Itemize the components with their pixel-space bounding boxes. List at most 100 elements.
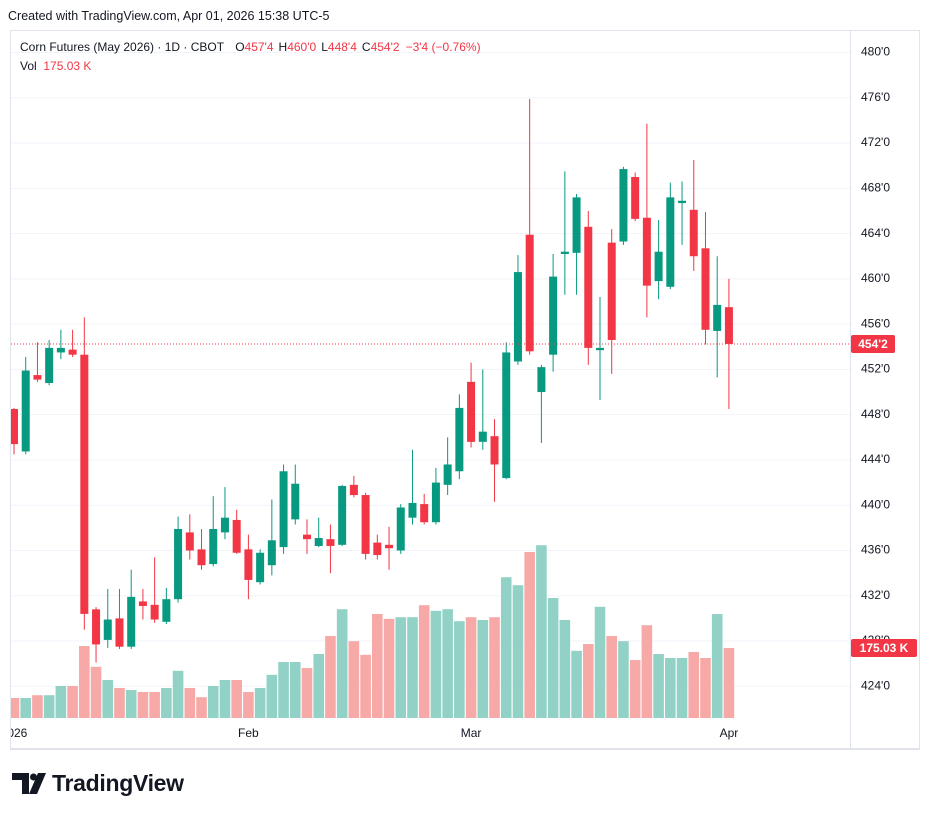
candle-body [713, 304, 722, 331]
candle-body [33, 375, 42, 380]
volume-bar [114, 688, 125, 718]
volume-bar [606, 636, 618, 718]
candle-body [267, 540, 276, 566]
legend-label: O [235, 40, 245, 54]
volume-bar [489, 617, 500, 718]
volume-bar [395, 617, 407, 718]
candle-body [502, 352, 511, 479]
candle-body [244, 549, 253, 580]
candle-body [408, 502, 417, 518]
chart-frame [10, 30, 920, 750]
candle-body [572, 197, 581, 253]
volume-bar [254, 688, 266, 718]
x-tick-label: Apr [720, 726, 739, 740]
last-price-box [851, 334, 895, 353]
candle-body [138, 601, 147, 606]
candle-body [279, 471, 288, 548]
candle-body [525, 234, 534, 352]
candle-body [373, 542, 382, 556]
volume-bar [172, 670, 184, 718]
volume-bar [360, 654, 371, 718]
volume-bar [524, 552, 535, 718]
brand-name: TradingView [52, 770, 184, 796]
candle-body [701, 248, 710, 330]
volume-bar [161, 688, 172, 718]
volume-bar [500, 577, 512, 718]
candle-body [549, 276, 558, 355]
candle-body [467, 381, 476, 442]
volume-bar [407, 617, 418, 718]
legend-label: C [361, 40, 371, 54]
volume-bar [348, 641, 360, 718]
candle-body [431, 482, 440, 523]
volume-bar [372, 614, 383, 718]
y-tick-label: 460'0 [861, 271, 890, 285]
volume-bar [32, 695, 43, 718]
volume-bar [641, 625, 653, 718]
candle-body [68, 349, 77, 355]
volume-bar [676, 658, 688, 718]
candle-body [256, 552, 265, 583]
volume-legend: Vol 175.03 K [20, 59, 91, 73]
candle-body [162, 599, 171, 622]
volume-bar [266, 674, 278, 718]
volume-bar [571, 650, 582, 718]
volume-bar [55, 686, 67, 718]
volume-value-box [851, 638, 917, 657]
candle-body [642, 217, 651, 286]
volume-bar [125, 690, 137, 718]
candle-body [443, 464, 452, 485]
candle-body [220, 517, 229, 533]
volume-bar [418, 605, 430, 718]
volume-bar [536, 545, 547, 718]
last-price-label: 454'2 [858, 337, 888, 351]
candle-body [349, 484, 358, 496]
x-tick-label: Feb [238, 726, 259, 740]
candle-body [314, 538, 323, 546]
y-tick-label: 444'0 [861, 452, 890, 466]
volume-bar [243, 692, 254, 718]
y-tick-label: 448'0 [861, 407, 890, 421]
candle-body [689, 209, 698, 257]
candle-body [56, 347, 65, 353]
y-tick-label: 452'0 [861, 362, 890, 376]
volume-bar [442, 609, 453, 718]
candle-body [607, 242, 616, 340]
candle-body [127, 596, 136, 647]
candle-body [537, 367, 546, 393]
candle-body [724, 307, 733, 344]
candle-body [654, 251, 663, 282]
candle-body [232, 519, 241, 553]
volume-bar [79, 646, 90, 718]
volume-bar [325, 636, 336, 718]
candle-body [11, 409, 18, 445]
volume-bar [184, 688, 196, 718]
legend-value: 457'4 [244, 40, 274, 54]
volume-value-tag: 175.03 K [860, 641, 909, 655]
volume-bar [582, 644, 594, 718]
volume-bar [711, 614, 723, 718]
candle-body [420, 504, 429, 523]
volume-bar [231, 680, 242, 718]
legend-value: 448'4 [327, 40, 357, 54]
legend-label: L [321, 40, 328, 54]
y-tick-label: 468'0 [861, 180, 890, 194]
y-tick-label: 456'0 [861, 316, 890, 330]
volume-bar [512, 585, 524, 718]
candle-body [361, 495, 370, 554]
volume-bar [196, 697, 207, 718]
candle-body [619, 169, 628, 242]
candle-body [291, 483, 300, 520]
candle-body [185, 532, 194, 551]
candle-body [21, 370, 30, 452]
legend-value: 454'2 [370, 40, 400, 54]
volume-bar [20, 698, 32, 718]
candle-body [80, 354, 89, 614]
brand-logo [12, 773, 46, 794]
volume-bar [465, 617, 477, 718]
candle-body [338, 485, 347, 545]
volume-bar [594, 606, 606, 718]
legend-value: 460'0 [287, 40, 317, 54]
